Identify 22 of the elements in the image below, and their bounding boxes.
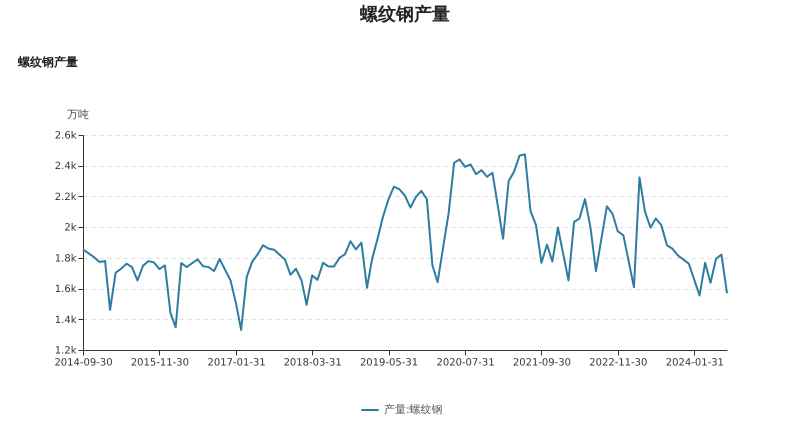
x-tick-label: 2021-09-30 xyxy=(512,358,571,368)
y-tick-label: 2k xyxy=(64,222,77,234)
x-tick-label: 2018-03-31 xyxy=(284,358,342,368)
y-tick-label: 1.6k xyxy=(54,284,77,296)
x-tick-label: 2014-09-30 xyxy=(54,358,113,368)
y-tick-label: 2.4k xyxy=(54,161,77,172)
x-tick-label: 2022-11-30 xyxy=(589,358,648,368)
y-tick-label: 1.4k xyxy=(54,314,77,326)
y-axis-title: 万吨 xyxy=(67,108,89,121)
x-tick-label: 2019-05-31 xyxy=(360,358,418,368)
y-tick-label: 1.8k xyxy=(54,253,77,264)
y-tick-label: 1.2k xyxy=(54,346,77,356)
y-tick-label: 2.6k xyxy=(54,130,77,142)
legend-label: 产量:螺纹钢 xyxy=(384,403,443,416)
line-series xyxy=(82,153,728,331)
chart-title: 螺纹钢产量 xyxy=(359,4,450,25)
chart-subtitle: 螺纹钢产量 xyxy=(17,55,78,69)
x-tick-label: 2017-01-31 xyxy=(208,358,266,368)
y-tick-label: 2.2k xyxy=(54,192,77,203)
x-tick-label: 2024-01-31 xyxy=(666,358,724,368)
x-tick-label: 2020-07-31 xyxy=(436,358,495,368)
x-tick-label: 2015-11-30 xyxy=(130,358,189,368)
